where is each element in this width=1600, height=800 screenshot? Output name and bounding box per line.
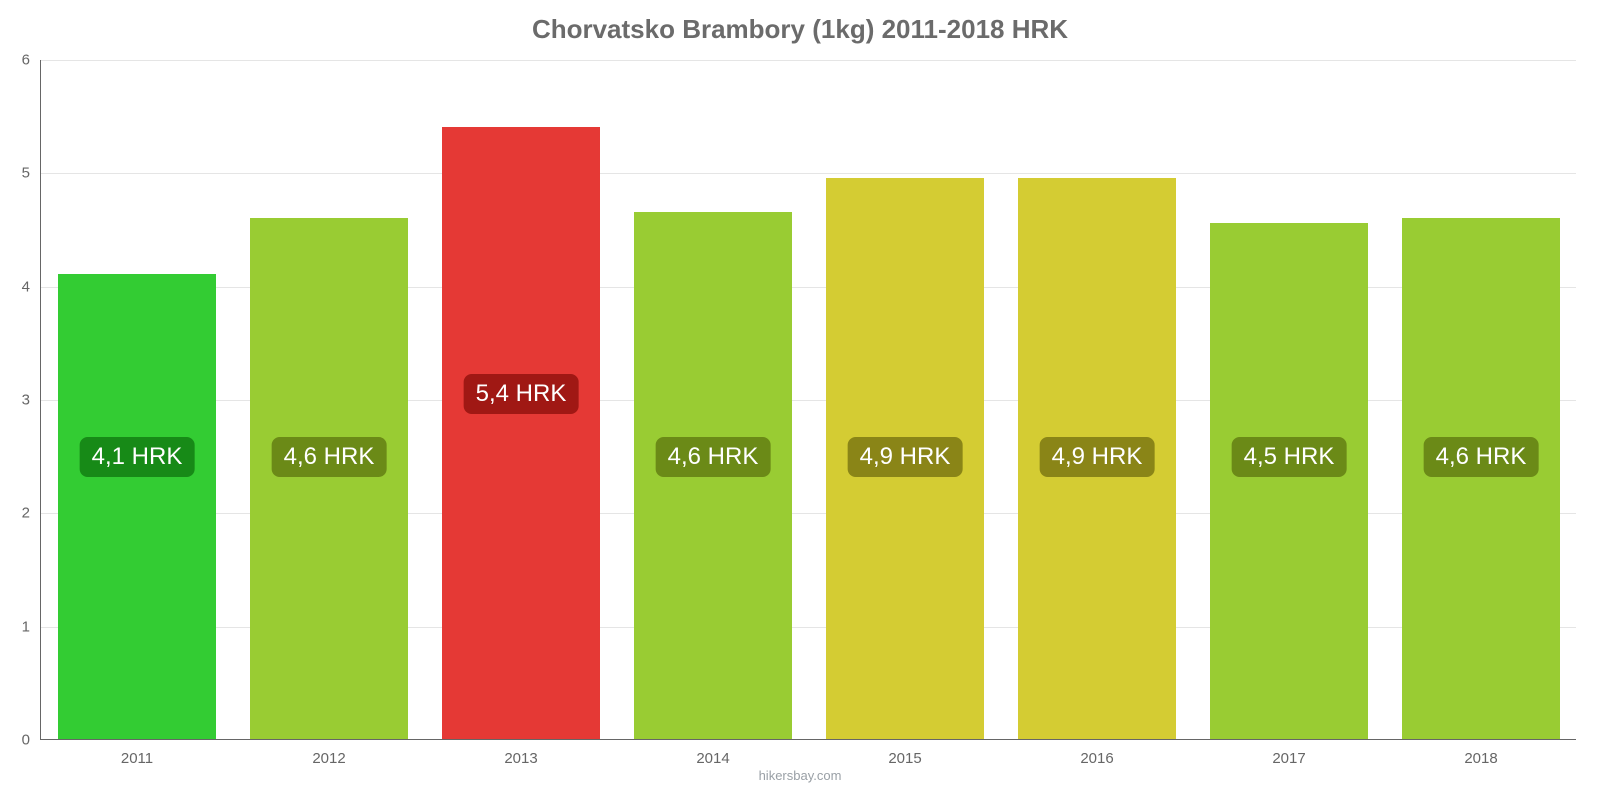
bar-value-label: 4,1 HRK (80, 437, 195, 477)
bar-value-label: 4,9 HRK (1040, 437, 1155, 477)
bar-value-label: 4,6 HRK (1424, 437, 1539, 477)
grid-line (41, 60, 1576, 61)
x-axis-tick: 2014 (696, 750, 729, 767)
grid-line (41, 173, 1576, 174)
y-axis-tick: 4 (0, 278, 30, 295)
y-axis-tick: 0 (0, 732, 30, 749)
x-axis-tick: 2013 (504, 750, 537, 767)
chart-title: Chorvatsko Brambory (1kg) 2011-2018 HRK (0, 14, 1600, 45)
bar (442, 127, 599, 739)
bar-value-label: 4,9 HRK (848, 437, 963, 477)
chart-footer: hikersbay.com (0, 768, 1600, 783)
x-axis-tick: 2012 (312, 750, 345, 767)
bar-value-label: 4,5 HRK (1232, 437, 1347, 477)
bar-chart: Chorvatsko Brambory (1kg) 2011-2018 HRK … (0, 0, 1600, 800)
bar (1402, 218, 1559, 739)
x-axis-tick: 2017 (1272, 750, 1305, 767)
bar (250, 218, 407, 739)
y-axis-tick: 2 (0, 505, 30, 522)
bar (58, 274, 215, 739)
x-axis-tick: 2011 (121, 750, 153, 767)
x-axis-tick: 2018 (1464, 750, 1497, 767)
x-axis-tick: 2016 (1080, 750, 1113, 767)
bar-value-label: 4,6 HRK (272, 437, 387, 477)
x-axis-tick: 2015 (888, 750, 921, 767)
y-axis-tick: 5 (0, 165, 30, 182)
bar-value-label: 4,6 HRK (656, 437, 771, 477)
plot-area: 01234564,1 HRK20114,6 HRK20125,4 HRK2013… (40, 60, 1576, 740)
y-axis-tick: 6 (0, 52, 30, 69)
y-axis-tick: 1 (0, 618, 30, 635)
bar (1210, 223, 1367, 739)
y-axis-tick: 3 (0, 392, 30, 409)
bar-value-label: 5,4 HRK (464, 374, 579, 414)
